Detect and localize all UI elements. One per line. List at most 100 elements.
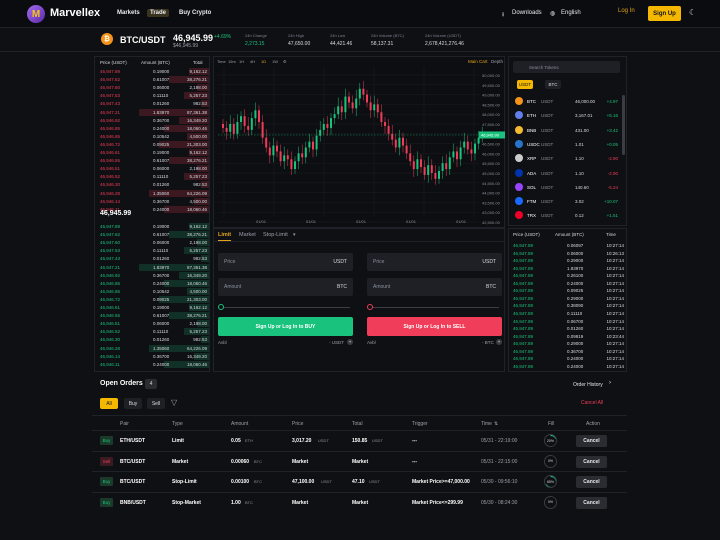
interval-time[interactable]: Time	[217, 59, 226, 64]
ask-row[interactable]: 46,947.60 0.06000 2,198.00	[95, 84, 211, 91]
tab-btc[interactable]: BTC	[545, 80, 561, 89]
nav-buy-crypto[interactable]: Buy Crypto	[179, 10, 212, 16]
signup-button[interactable]: Sign Up	[648, 6, 681, 21]
ask-row[interactable]: 46,947.43 0.01260 982.53	[95, 100, 211, 107]
bid-row[interactable]: 46,947.60 0.06000 2,198.00	[95, 239, 211, 246]
ask-row[interactable]: 46,947.62 0.61007 38,276.21	[95, 76, 211, 83]
interval-4h[interactable]: 4H	[250, 59, 256, 64]
order-history-link[interactable]: Order History	[573, 382, 603, 388]
sell-amount-input[interactable]: Amount BTC	[367, 278, 502, 296]
bid-row[interactable]: 46,946.51 0.06000 2,198.00	[95, 320, 211, 327]
bid-row[interactable]: 46,947.62 0.61007 38,276.21	[95, 231, 211, 238]
nav-language[interactable]: English	[561, 10, 581, 16]
ask-row[interactable]: 46,947.21 1.83970 87,361.38	[95, 109, 211, 116]
market-row-sol[interactable]: SOL USDT 140.60 -5.24	[513, 181, 620, 193]
ask-row[interactable]: 46,946.92 0.36700 16,349.20	[95, 117, 211, 124]
pair-name[interactable]: BTC/USDT	[120, 35, 166, 45]
ask-row[interactable]: 46,946.52 0.11110 5,257.23	[95, 173, 211, 180]
interval-15m[interactable]: 15m	[228, 59, 236, 64]
bid-row[interactable]: 46,946.92 0.36700 16,349.20	[95, 272, 211, 279]
ask-row[interactable]: 46,946.85 0.24000 18,060.46	[95, 125, 211, 132]
interval-1h[interactable]: 1H	[239, 59, 245, 64]
buy-amount-input[interactable]: Amount BTC	[218, 278, 353, 296]
brand-name[interactable]: Marvellex	[50, 7, 101, 19]
markets-scrollbar[interactable]	[622, 95, 625, 155]
login-button[interactable]: Log In	[618, 8, 635, 14]
interval-1d[interactable]: 1D	[261, 59, 267, 64]
ask-row[interactable]: 46,946.11 0.24000 18,060.46	[95, 206, 211, 213]
tab-limit[interactable]: Limit	[218, 232, 232, 241]
bid-row[interactable]: 46,946.85 0.24000 18,060.46	[95, 280, 211, 287]
market-row-trx[interactable]: TRX USDT 0.12 +1.51	[513, 209, 620, 221]
filter-all[interactable]: All	[100, 398, 118, 409]
ask-row[interactable]: 46,946.61 0.19000 9,162.12	[95, 149, 211, 156]
tab-depth[interactable]: Depth	[491, 59, 504, 64]
bid-row[interactable]: 46,946.61 0.19000 9,162.12	[95, 304, 211, 311]
ask-row[interactable]: 46,946.55 0.61007 38,276.21	[95, 157, 211, 164]
buy-slider-handle[interactable]	[218, 304, 224, 310]
bid-row[interactable]: 46,946.30 0.01260 982.53	[95, 336, 211, 343]
bid-row[interactable]: 46,946.28 1.35060 64,226.09	[95, 345, 211, 352]
bid-row[interactable]: 46,946.11 0.24000 18,060.46	[95, 361, 211, 368]
sell-add-icon[interactable]: +	[496, 339, 502, 345]
market-row-btc[interactable]: BTC USDT 46,000.00 +4.97	[513, 95, 620, 107]
market-row-xrp[interactable]: XRP USDT 1.10 -2.90	[513, 152, 620, 164]
ask-row[interactable]: 46,947.53 0.11110 5,257.23	[95, 92, 211, 99]
ask-row[interactable]: 46,946.14 0.36700 4,500.00	[95, 198, 211, 205]
buy-price-input[interactable]: Price USDT	[218, 253, 353, 271]
sell-button[interactable]: Sign Up or Log In to SELL	[367, 317, 502, 336]
globe-icon[interactable]: ◍	[550, 11, 556, 17]
ask-row[interactable]: 46,947.89 0.19000 9,162.12	[95, 68, 211, 75]
ask-row[interactable]: 46,946.72 0.09025 21,303.00	[95, 141, 211, 148]
cancel-all-button[interactable]: Cancel All	[581, 400, 604, 406]
sell-slider[interactable]	[371, 307, 499, 308]
buy-add-icon[interactable]: +	[347, 339, 353, 345]
tab-main-chart[interactable]: Main Cart	[468, 59, 488, 64]
interval-1w[interactable]: 1W	[272, 59, 278, 64]
price-chart[interactable]: Time 15m 1H 4H 1D 1W ⚙ Main Cart Depth 50,000.…	[213, 56, 505, 228]
filter-icon[interactable]: ▽	[171, 398, 178, 407]
nav-downloads[interactable]: Downloads	[512, 10, 542, 16]
market-row-bnb[interactable]: BNB USDT 431.00 +3.42	[513, 124, 620, 136]
sort-icon[interactable]: ⇅	[494, 421, 499, 427]
tab-usdt[interactable]: USDT	[517, 80, 533, 89]
nav-trade[interactable]: Trade	[147, 9, 170, 17]
bid-row[interactable]: 46,947.21 1.83970 87,361.38	[95, 264, 211, 271]
cancel-order-button[interactable]: Cancel	[576, 455, 607, 468]
bid-row[interactable]: 46,946.55 0.61007 38,276.21	[95, 312, 211, 319]
bid-row[interactable]: 46,946.72 0.09025 21,303.00	[95, 296, 211, 303]
tab-market[interactable]: Market	[239, 232, 256, 238]
market-row-eth[interactable]: ETH USDT 3,167.01 +5.16	[513, 109, 620, 121]
cancel-order-button[interactable]: Cancel	[576, 476, 607, 488]
market-row-ada[interactable]: ADA USDT 1.10 -2.90	[513, 167, 620, 179]
bid-row[interactable]: 46,947.43 0.01260 982.53	[95, 255, 211, 262]
chevron-right-icon[interactable]: ›	[609, 380, 611, 386]
ask-row[interactable]: 46,946.28 1.35060 64,226.09	[95, 190, 211, 197]
moon-icon[interactable]: ☾	[689, 8, 697, 17]
settings-icon[interactable]: ⚙	[283, 59, 287, 64]
cancel-order-button[interactable]: Cancel	[576, 435, 607, 447]
sell-price-input[interactable]: Price USDT	[367, 253, 502, 271]
market-row-usdc[interactable]: USDC USDT 1.01 +0.05	[513, 138, 620, 150]
ask-row[interactable]: 46,946.85 0.10542 4,500.00	[95, 133, 211, 140]
nav-markets[interactable]: Markets	[117, 10, 140, 16]
cancel-order-button[interactable]: Cancel	[576, 496, 607, 509]
search-input[interactable]: Search Tokens	[513, 61, 620, 73]
ask-row[interactable]: 46,946.51 0.06000 2,198.00	[95, 165, 211, 172]
sell-slider-handle[interactable]	[367, 304, 373, 310]
bid-row[interactable]: 46,946.52 0.11110 5,257.23	[95, 328, 211, 335]
filter-buy[interactable]: Buy	[124, 398, 142, 409]
ask-row[interactable]: 46,946.30 0.01260 982.53	[95, 181, 211, 188]
market-row-ftm[interactable]: FTM USDT 3.02 +10.07	[513, 195, 620, 207]
tab-stop-limit[interactable]: Stop-Limit	[263, 232, 288, 238]
bid-row[interactable]: 46,946.85 0.10542 4,500.00	[95, 288, 211, 295]
bid-row[interactable]: 46,947.53 0.11110 5,257.23	[95, 247, 211, 254]
download-icon[interactable]: ⭳	[502, 12, 505, 18]
buy-slider[interactable]	[222, 307, 350, 308]
bid-row[interactable]: 46,946.14 0.36700 16,349.20	[95, 353, 211, 360]
filter-sell[interactable]: Sell	[147, 398, 165, 409]
bid-row[interactable]: 46,947.89 0.19000 9,162.12	[95, 223, 211, 230]
brand-logo[interactable]: M	[27, 5, 45, 23]
buy-button[interactable]: Sign Up or Log In to BUY	[218, 317, 353, 336]
chevron-down-icon[interactable]: ▾	[293, 232, 296, 238]
